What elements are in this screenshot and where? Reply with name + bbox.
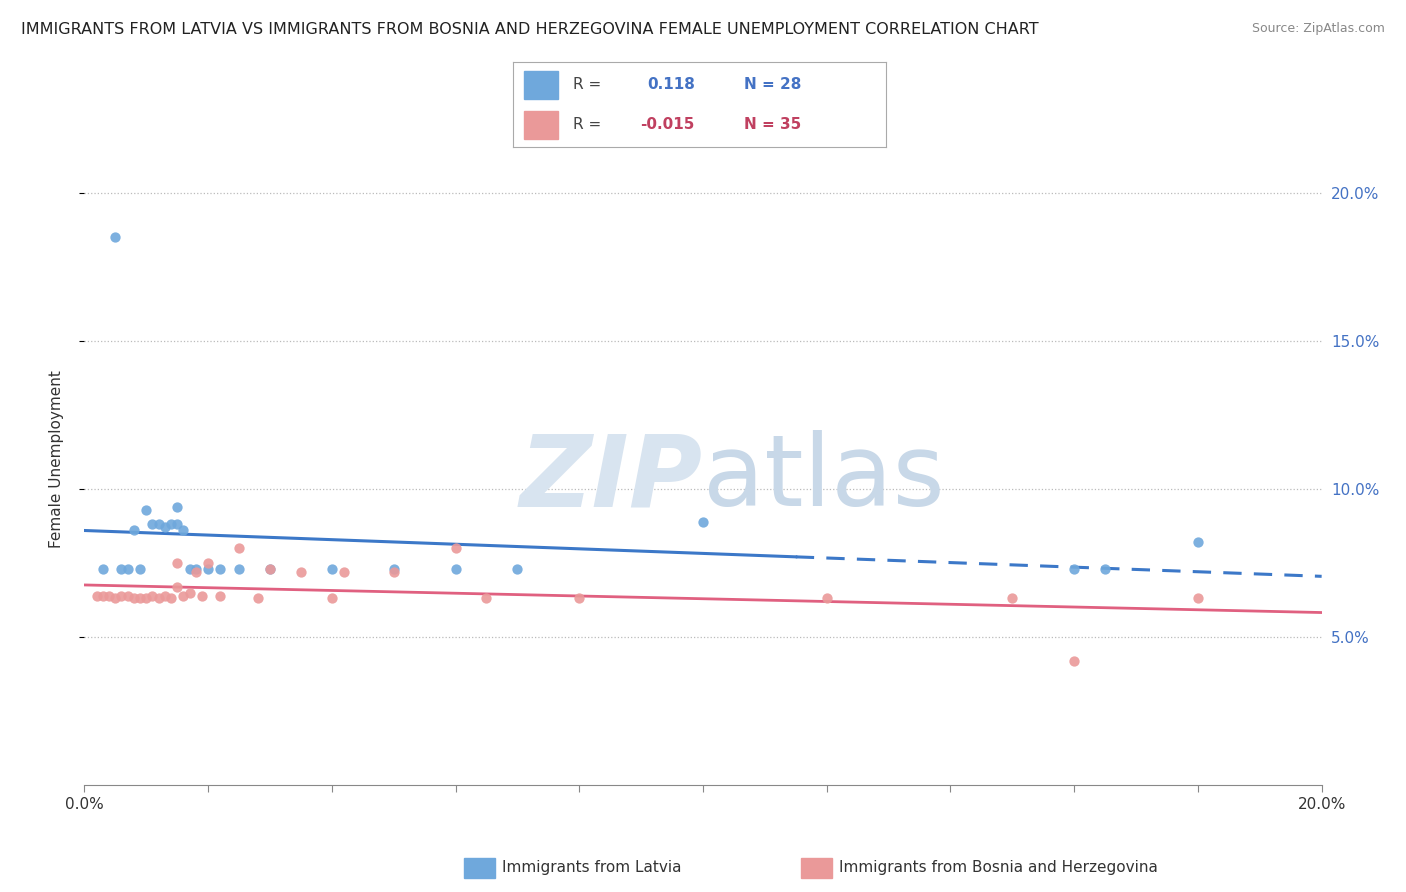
Point [104, 230, 127, 244]
Text: N = 28: N = 28 [744, 78, 801, 93]
Point [179, 585, 201, 599]
Point [1063, 562, 1085, 576]
Text: ZIP: ZIP [520, 431, 703, 527]
Point [110, 589, 132, 603]
Point [1187, 535, 1209, 549]
Point [382, 565, 405, 579]
Point [246, 591, 269, 606]
Point [209, 589, 232, 603]
Y-axis label: Female Unemployment: Female Unemployment [49, 370, 63, 549]
Point [197, 562, 219, 576]
Point [228, 541, 250, 556]
Text: Source: ZipAtlas.com: Source: ZipAtlas.com [1251, 22, 1385, 36]
Bar [524, 111, 558, 139]
Point [104, 591, 127, 606]
Point [148, 517, 170, 532]
Point [141, 517, 163, 532]
Point [160, 517, 183, 532]
Text: IMMIGRANTS FROM LATVIA VS IMMIGRANTS FROM BOSNIA AND HERZEGOVINA FEMALE UNEMPLOY: IMMIGRANTS FROM LATVIA VS IMMIGRANTS FRO… [21, 22, 1039, 37]
Text: R =: R = [572, 117, 600, 132]
Point [148, 591, 170, 606]
Text: Immigrants from Bosnia and Herzegovina: Immigrants from Bosnia and Herzegovina [839, 860, 1159, 874]
Point [209, 562, 232, 576]
Text: 0.118: 0.118 [647, 78, 695, 93]
Point [321, 562, 343, 576]
Text: Immigrants from Latvia: Immigrants from Latvia [502, 860, 682, 874]
Point [98, 589, 121, 603]
Point [197, 556, 219, 570]
Point [122, 524, 145, 538]
Point [153, 520, 176, 534]
Text: R =: R = [572, 78, 600, 93]
Point [172, 524, 194, 538]
Point [692, 515, 714, 529]
Point [1187, 591, 1209, 606]
Point [444, 562, 467, 576]
Point [568, 591, 591, 606]
Point [290, 565, 312, 579]
Point [1063, 654, 1085, 668]
Point [166, 556, 188, 570]
Point [184, 562, 207, 576]
Bar [524, 71, 558, 99]
Point [179, 562, 201, 576]
Point [321, 591, 343, 606]
Point [117, 562, 139, 576]
Point [91, 589, 114, 603]
Point [153, 589, 176, 603]
Text: N = 35: N = 35 [744, 117, 801, 132]
Point [160, 591, 183, 606]
Point [259, 562, 281, 576]
Point [129, 591, 152, 606]
Point [444, 541, 467, 556]
Point [172, 589, 194, 603]
Point [166, 500, 188, 514]
Point [110, 562, 132, 576]
Point [1001, 591, 1024, 606]
Point [1094, 562, 1116, 576]
Point [141, 589, 163, 603]
Point [815, 591, 838, 606]
Point [259, 562, 281, 576]
Point [506, 562, 529, 576]
Point [135, 591, 157, 606]
Point [129, 562, 152, 576]
Point [184, 565, 207, 579]
Point [166, 580, 188, 594]
Point [333, 565, 356, 579]
Point [117, 589, 139, 603]
Point [166, 517, 188, 532]
Point [191, 589, 214, 603]
Point [382, 562, 405, 576]
Point [86, 589, 108, 603]
Text: -0.015: -0.015 [640, 117, 695, 132]
Point [135, 502, 157, 516]
Point [91, 562, 114, 576]
Point [475, 591, 498, 606]
Text: atlas: atlas [703, 431, 945, 527]
Point [122, 591, 145, 606]
Point [228, 562, 250, 576]
